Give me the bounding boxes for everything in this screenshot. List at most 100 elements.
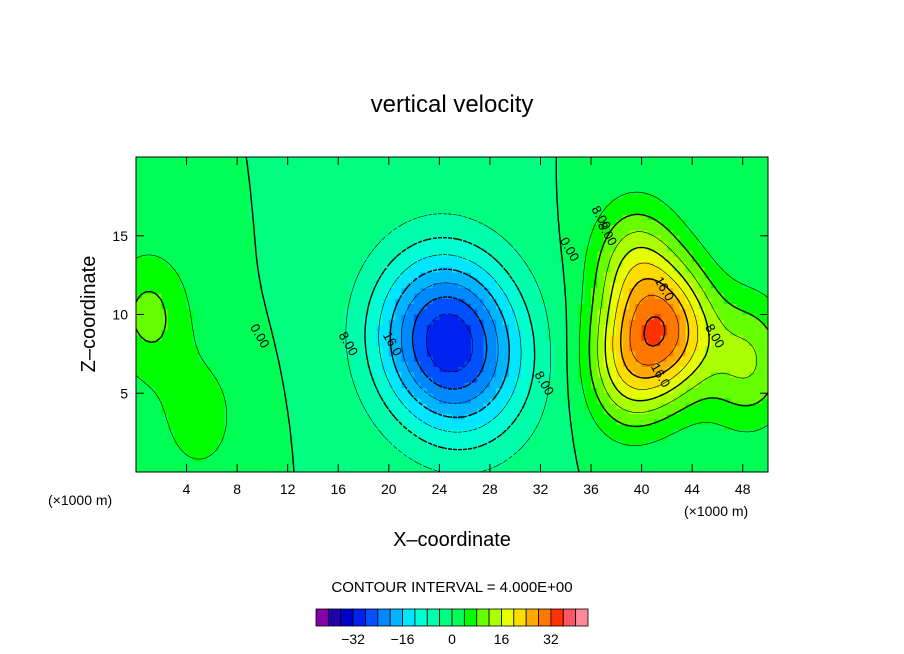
- field-cell: [312, 414, 320, 421]
- field-cell: [736, 178, 744, 184]
- field-cell: [736, 409, 744, 415]
- field-cell: [426, 398, 434, 405]
- field-cell: [180, 403, 188, 410]
- field-cell: [603, 340, 611, 347]
- field-cell: [647, 251, 655, 258]
- field-cell: [211, 188, 219, 195]
- field-cell: [161, 241, 169, 247]
- field-cell: [262, 209, 270, 216]
- field-cell: [635, 230, 643, 237]
- field-cell: [173, 414, 181, 421]
- field-cell: [591, 393, 598, 400]
- field-cell: [591, 335, 598, 342]
- field-cell: [249, 178, 257, 184]
- field-cell: [433, 193, 440, 200]
- field-cell: [477, 377, 485, 384]
- field-cell: [331, 361, 339, 368]
- field-cell: [565, 293, 573, 300]
- field-cell: [610, 414, 617, 421]
- field-cell: [180, 283, 188, 289]
- field-cell: [749, 157, 756, 163]
- field-cell: [553, 225, 561, 232]
- field-cell: [736, 414, 744, 421]
- field-cell: [192, 393, 200, 400]
- field-cell: [211, 214, 219, 221]
- field-cell: [527, 162, 535, 169]
- field-cell: [527, 367, 535, 373]
- field-cell: [312, 388, 320, 394]
- field-cell: [559, 199, 567, 205]
- field-cell: [357, 393, 365, 400]
- field-cell: [749, 304, 756, 310]
- field-cell: [136, 220, 143, 226]
- field-cell: [148, 335, 156, 342]
- field-cell: [622, 241, 630, 247]
- field-cell: [723, 351, 731, 358]
- field-cell: [363, 377, 371, 384]
- field-cell: [483, 393, 491, 400]
- field-cell: [584, 183, 592, 190]
- field-cell: [685, 388, 693, 394]
- field-cell: [407, 330, 415, 337]
- field-cell: [268, 309, 276, 316]
- field-cell: [300, 204, 308, 211]
- field-cell: [730, 351, 737, 358]
- field-cell: [477, 225, 485, 232]
- field-cell: [161, 283, 169, 289]
- field-cell: [464, 230, 472, 237]
- field-cell: [616, 330, 624, 337]
- field-cell: [420, 188, 428, 195]
- field-cell: [414, 283, 421, 289]
- field-cell: [161, 361, 169, 368]
- field-cell: [433, 325, 440, 331]
- field-cell: [452, 372, 459, 379]
- field-cell: [376, 330, 384, 337]
- field-cell: [148, 298, 156, 305]
- field-cell: [369, 220, 377, 226]
- field-cell: [565, 356, 573, 363]
- field-cell: [439, 246, 447, 253]
- field-cell: [161, 183, 169, 190]
- field-cell: [300, 403, 308, 410]
- field-cell: [654, 356, 662, 363]
- field-cell: [262, 267, 270, 274]
- field-cell: [477, 230, 485, 237]
- field-cell: [218, 293, 226, 300]
- field-cell: [243, 319, 251, 326]
- field-cell: [685, 340, 693, 347]
- field-cell: [218, 309, 226, 316]
- field-cell: [148, 288, 156, 295]
- field-cell: [237, 230, 245, 237]
- field-cell: [325, 220, 333, 226]
- field-cell: [306, 377, 314, 384]
- field-cell: [395, 335, 403, 342]
- field-cell: [281, 272, 289, 279]
- field-cell: [414, 398, 421, 405]
- field-cell: [704, 388, 712, 394]
- field-cell: [173, 409, 181, 415]
- field-cell: [584, 262, 592, 268]
- field-cell: [546, 162, 554, 169]
- field-cell: [142, 293, 150, 300]
- field-cell: [369, 309, 377, 316]
- field-cell: [572, 367, 579, 373]
- field-cell: [553, 398, 561, 405]
- field-cell: [603, 251, 611, 258]
- field-cell: [281, 178, 289, 184]
- field-cell: [199, 214, 207, 221]
- field-cell: [420, 209, 428, 216]
- field-cell: [666, 162, 674, 169]
- field-cell: [527, 178, 535, 184]
- field-cell: [647, 272, 655, 279]
- field-cell: [584, 199, 592, 205]
- field-cell: [679, 314, 687, 321]
- field-cell: [578, 351, 586, 358]
- field-cell: [603, 298, 611, 305]
- field-cell: [717, 188, 725, 195]
- field-cell: [692, 351, 700, 358]
- field-cell: [559, 414, 567, 421]
- field-cell: [376, 335, 384, 342]
- field-cell: [136, 330, 143, 337]
- field-cell: [685, 199, 693, 205]
- field-cell: [249, 340, 257, 347]
